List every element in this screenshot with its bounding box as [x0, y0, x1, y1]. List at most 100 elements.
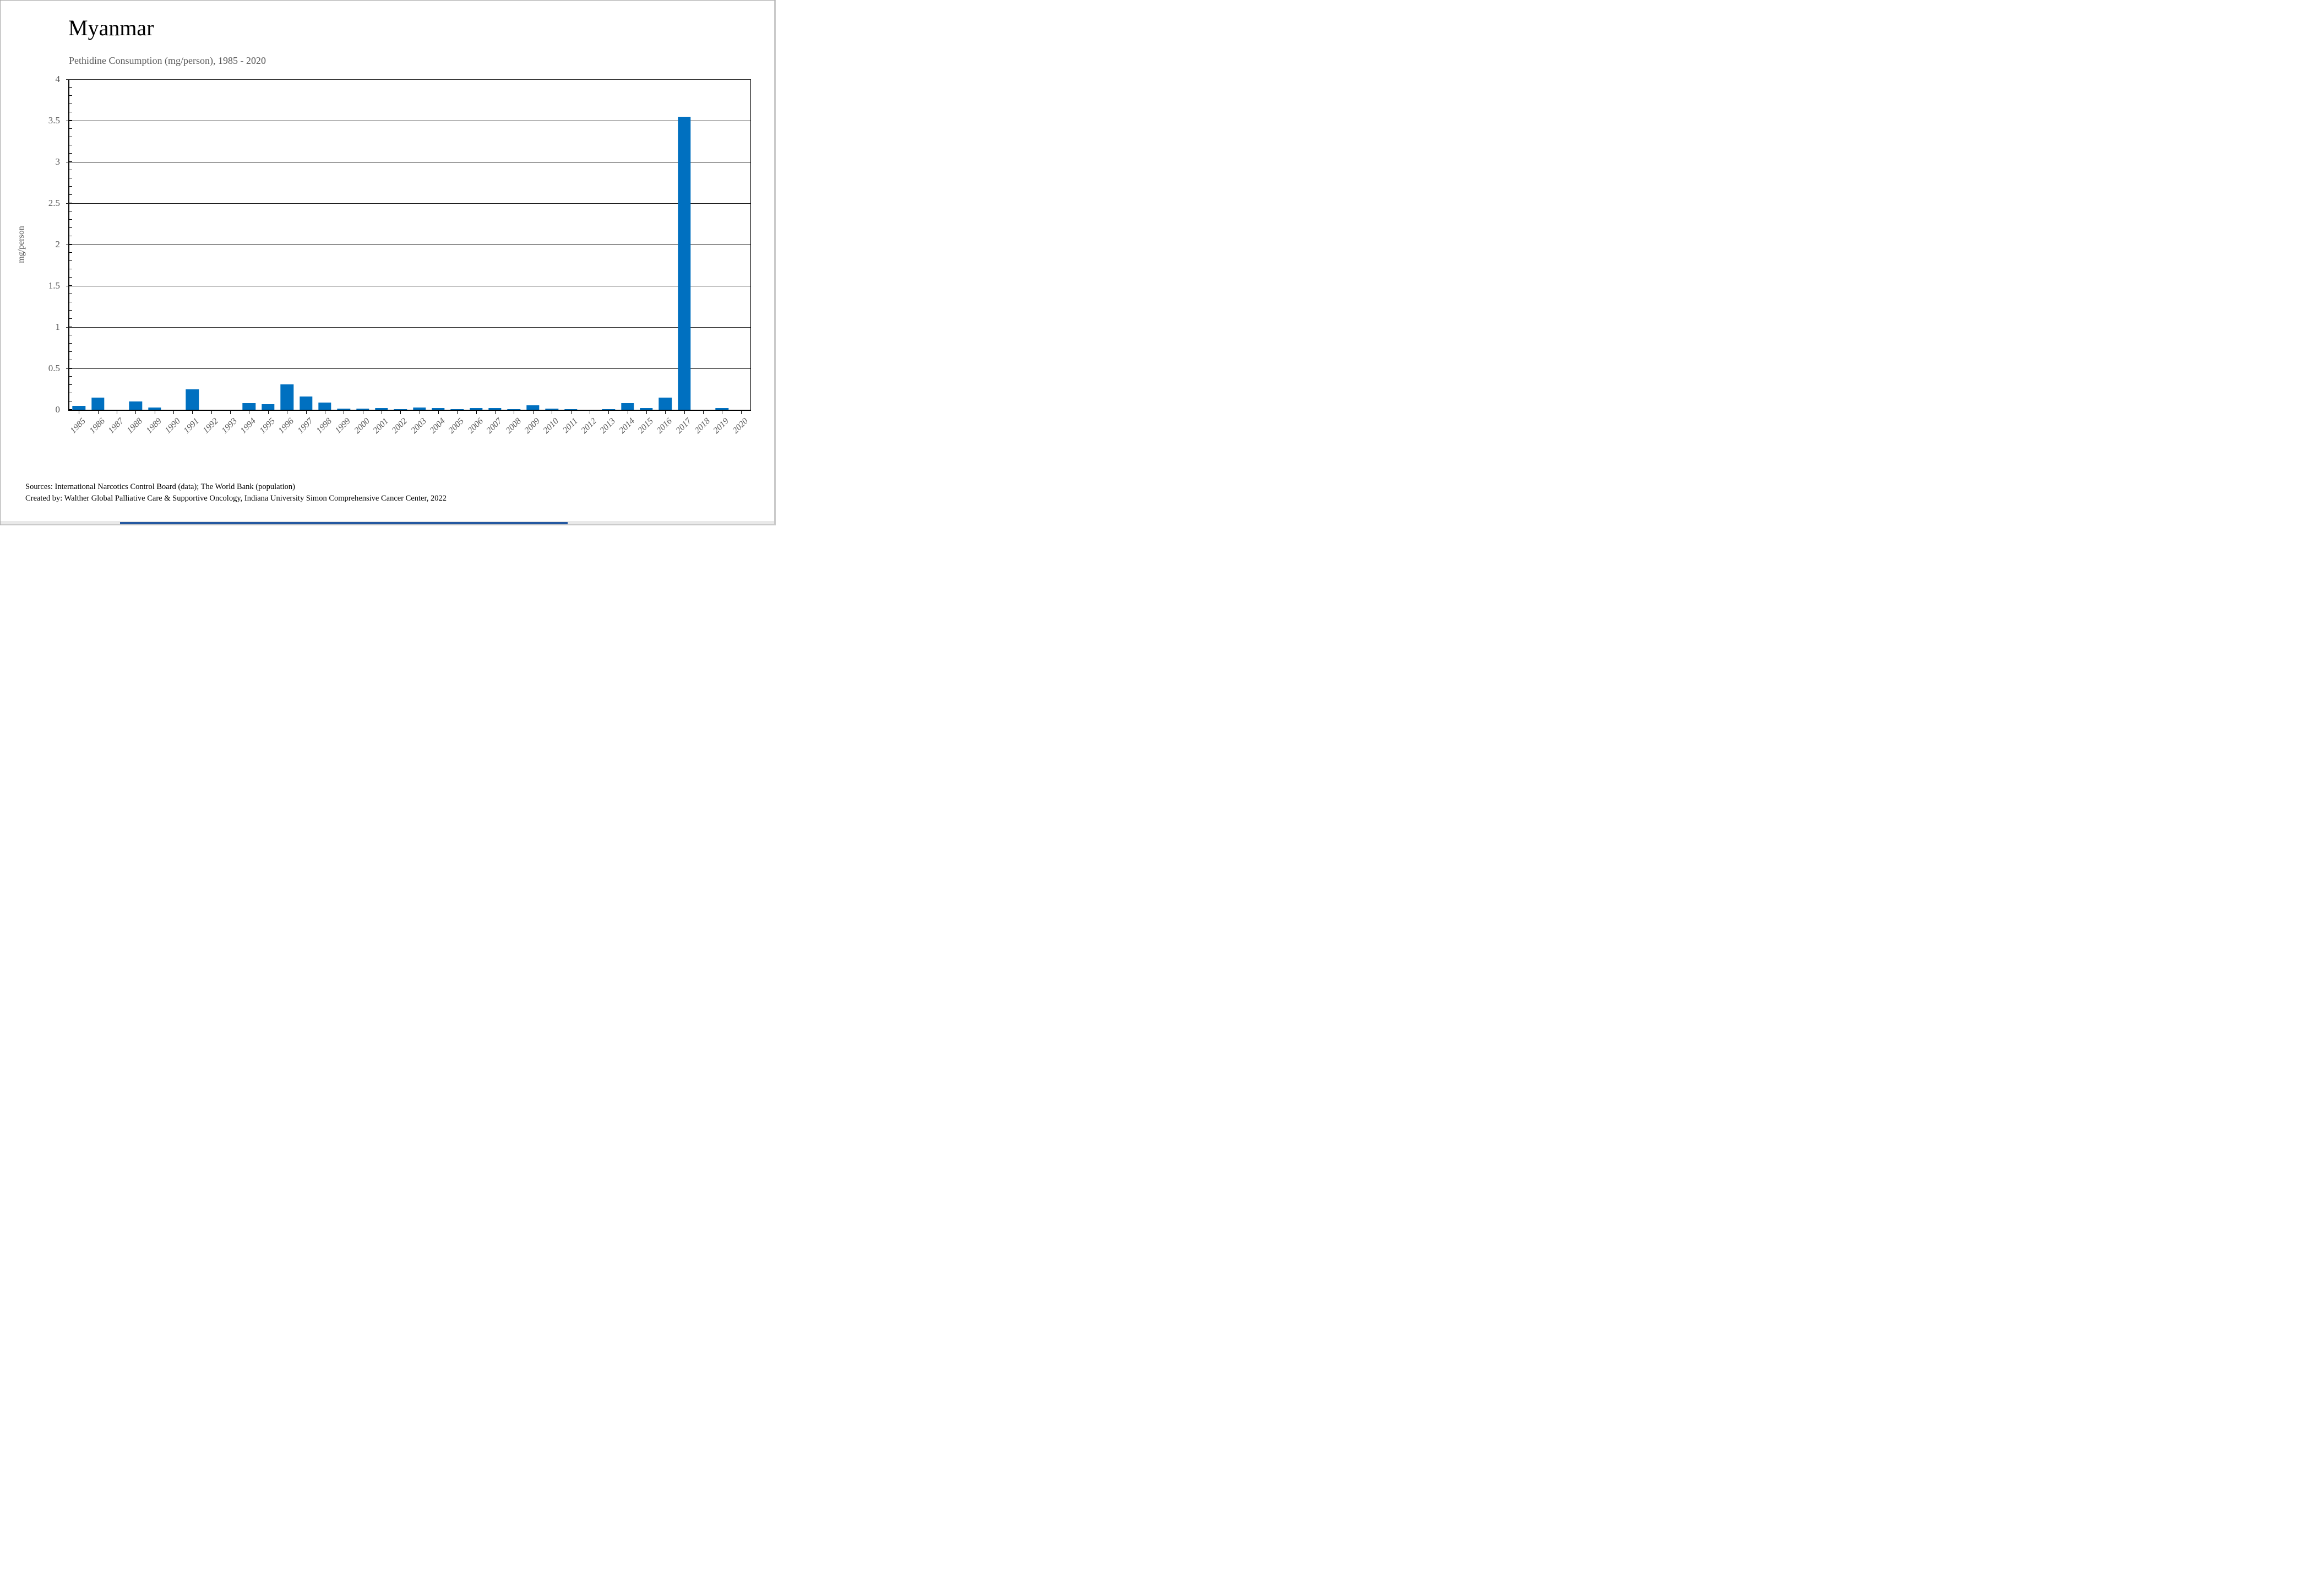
bottom-accent-bar: [120, 522, 568, 524]
page-title: Myanmar: [68, 15, 154, 40]
bar-2015: [640, 408, 653, 410]
year-slot-2000: [353, 79, 372, 414]
y-tick-label: 1.5: [48, 280, 60, 291]
year-slot-1985: [69, 79, 88, 414]
bar-2006: [470, 408, 483, 410]
bar-2001: [375, 408, 388, 410]
year-slot-2011: [561, 79, 580, 414]
year-slot-2013: [599, 79, 618, 414]
bar-2002: [394, 409, 407, 410]
bar-1995: [262, 404, 275, 410]
y-tick-label: 1: [55, 322, 61, 332]
year-slot-2009: [524, 79, 542, 414]
y-tick-label: 0: [55, 404, 61, 415]
x-tick-label-2019: 2019: [711, 416, 731, 436]
year-slot-2020: [732, 79, 750, 414]
year-slot-2012: [580, 79, 599, 414]
x-tick-label-2005: 2005: [447, 416, 466, 436]
bar-1997: [299, 397, 313, 410]
x-tick-label-2007: 2007: [485, 416, 504, 436]
y-tick-label: 3: [55, 156, 61, 167]
x-tick-label-2016: 2016: [655, 416, 674, 436]
x-tick-label-1991: 1991: [182, 416, 202, 436]
x-tick-label-2012: 2012: [579, 416, 598, 436]
x-tick-1990: [173, 410, 174, 414]
x-tick-1988: [135, 410, 137, 414]
year-slot-1993: [221, 79, 240, 414]
bar-1998: [318, 402, 331, 410]
x-tick-label-1997: 1997: [295, 416, 315, 436]
x-tick-1993: [230, 410, 231, 414]
chart-subtitle: Pethidine Consumption (mg/person), 1985 …: [69, 55, 266, 66]
x-tick-2005: [457, 410, 458, 414]
bar-2003: [412, 407, 426, 410]
x-tick-1992: [211, 410, 212, 414]
footer-created-by: Created by: Walther Global Palliative Ca…: [25, 494, 447, 503]
x-tick-label-2017: 2017: [674, 416, 693, 436]
year-slot-2007: [486, 79, 504, 414]
x-tick-2007: [495, 410, 496, 414]
bar-2014: [621, 403, 634, 410]
x-tick-label-1985: 1985: [68, 416, 88, 436]
x-tick-label-2020: 2020: [731, 416, 750, 436]
x-tick-label-1988: 1988: [125, 416, 145, 436]
year-slot-2002: [391, 79, 410, 414]
x-tick-label-2014: 2014: [617, 416, 636, 436]
gridline-2.5: [66, 203, 750, 204]
x-tick-2011: [570, 410, 572, 414]
year-slot-1998: [315, 79, 334, 414]
x-tick-label-2009: 2009: [523, 416, 542, 436]
x-tick-label-1998: 1998: [314, 416, 334, 436]
x-tick-label-1994: 1994: [238, 416, 258, 436]
x-tick-label-1989: 1989: [144, 416, 164, 436]
gridline-4: [66, 79, 750, 80]
x-tick-label-2011: 2011: [560, 416, 580, 435]
x-tick-1997: [306, 410, 307, 414]
slide-page: Myanmar Pethidine Consumption (mg/person…: [0, 0, 776, 525]
bar-1999: [337, 408, 350, 410]
x-tick-2020: [741, 410, 742, 414]
year-slot-2005: [448, 79, 466, 414]
year-slot-1994: [240, 79, 258, 414]
bar-2007: [488, 408, 502, 410]
year-slot-1995: [259, 79, 277, 414]
x-tick-label-1986: 1986: [87, 416, 107, 436]
year-slot-2004: [429, 79, 448, 414]
y-tick-label: 2: [55, 239, 61, 249]
footer: Sources: International Narcotics Control…: [25, 481, 447, 504]
bar-1988: [129, 401, 142, 410]
bar-2008: [507, 409, 521, 410]
x-tick-2009: [532, 410, 534, 414]
bar-2013: [602, 409, 615, 410]
year-slot-1988: [126, 79, 145, 414]
year-slot-1996: [277, 79, 296, 414]
x-tick-1991: [192, 410, 193, 414]
x-tick-label-1996: 1996: [276, 416, 296, 436]
year-slot-1989: [145, 79, 164, 414]
x-tick-2004: [438, 410, 439, 414]
year-slot-2014: [618, 79, 636, 414]
y-axis-tick-labels: 0 0.5 1 1.5 2 2.5 3 3.5 4: [1, 74, 61, 414]
x-tick-2017: [684, 410, 685, 414]
bar-2009: [526, 405, 540, 410]
bar-2005: [450, 409, 464, 410]
x-tick-1986: [97, 410, 99, 414]
year-slot-1987: [107, 79, 126, 414]
gridline-0.5: [66, 368, 750, 369]
year-slot-2015: [637, 79, 656, 414]
bar-1989: [148, 407, 161, 410]
x-tick-label-1992: 1992: [201, 416, 220, 436]
year-slot-2017: [675, 79, 694, 414]
bar-2017: [678, 116, 691, 410]
gridline-1: [66, 327, 750, 328]
year-slot-1990: [164, 79, 183, 414]
x-tick-label-1990: 1990: [163, 416, 183, 436]
year-slot-1999: [334, 79, 353, 414]
x-tick-2015: [646, 410, 647, 414]
year-slot-2016: [656, 79, 674, 414]
year-slot-2003: [410, 79, 429, 414]
bar-2004: [432, 408, 445, 410]
x-tick-label-2001: 2001: [371, 416, 390, 436]
x-tick-2002: [400, 410, 401, 414]
x-tick-label-2013: 2013: [598, 416, 618, 436]
